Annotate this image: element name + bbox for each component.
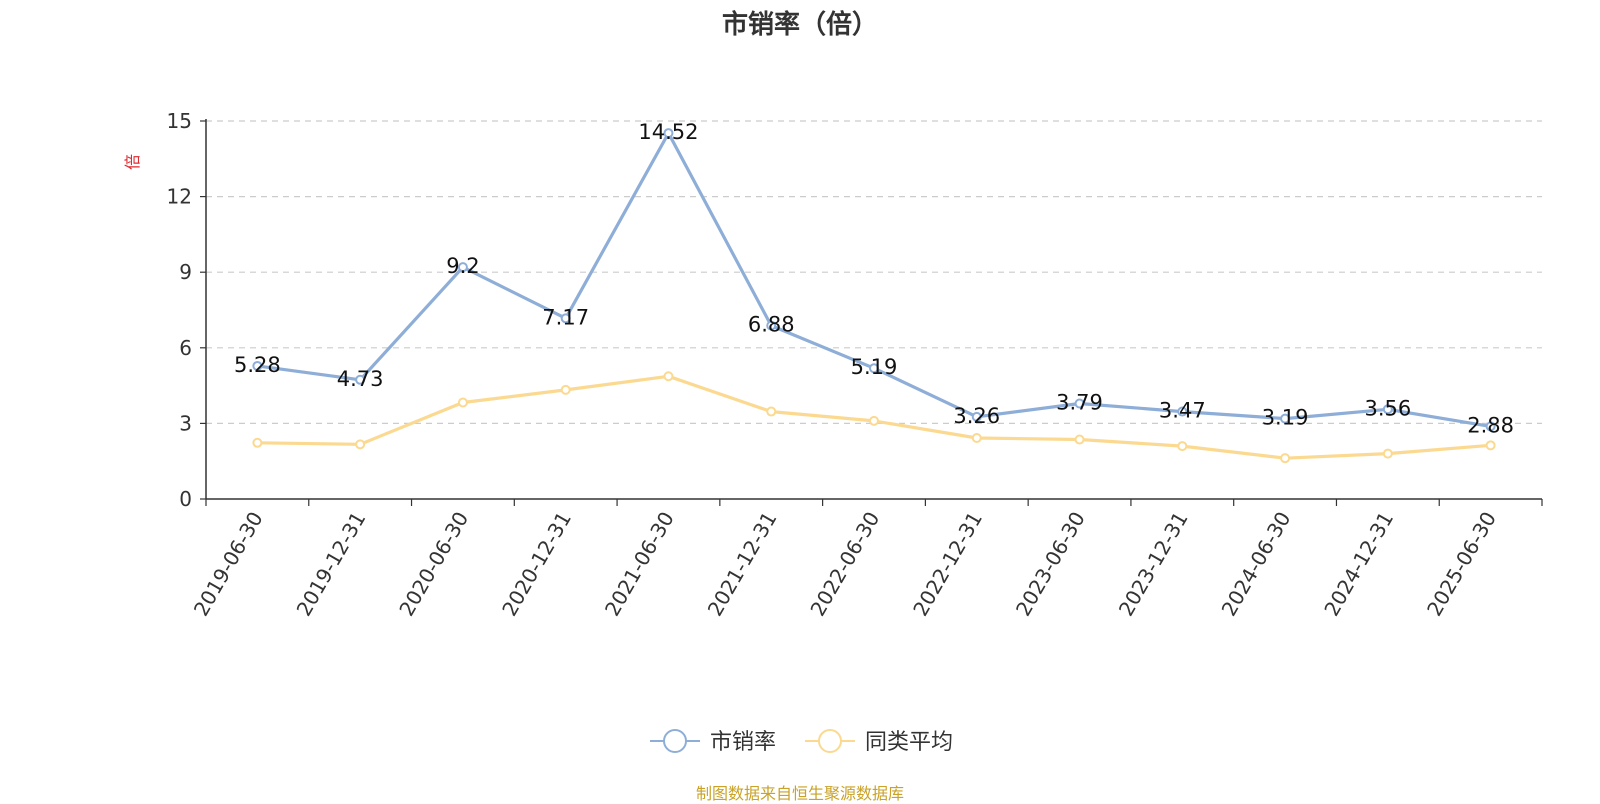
data-label: 14.52	[638, 120, 698, 144]
data-point-main[interactable]	[663, 128, 674, 139]
data-label: 3.79	[1056, 390, 1103, 414]
data-point-average[interactable]	[252, 437, 263, 448]
data-label: 3.56	[1364, 396, 1411, 420]
data-point-average[interactable]	[1177, 441, 1188, 452]
data-point-main[interactable]	[1382, 404, 1393, 415]
data-point-average[interactable]	[1074, 434, 1085, 445]
data-label: 7.17	[542, 305, 589, 329]
legend-swatch-marker	[663, 729, 687, 753]
y-tick-label: 0	[179, 487, 192, 511]
x-tick-label: 2022-12-31	[908, 508, 987, 621]
chart-title: 市销率（倍）	[721, 10, 878, 40]
data-label: 5.28	[234, 353, 281, 377]
data-label: 3.47	[1159, 399, 1206, 423]
data-point-main[interactable]	[971, 411, 982, 422]
data-label: 4.73	[337, 367, 384, 391]
x-tick-label: 2019-12-31	[292, 508, 371, 621]
data-point-average[interactable]	[663, 371, 674, 382]
x-tick-label: 2020-06-30	[394, 508, 473, 621]
y-tick-label: 15	[167, 109, 192, 133]
data-point-main[interactable]	[1280, 413, 1291, 424]
data-point-main[interactable]	[457, 262, 468, 273]
data-point-average[interactable]	[1485, 440, 1496, 451]
data-point-main[interactable]	[1177, 406, 1188, 417]
data-label: 3.19	[1262, 406, 1309, 430]
x-tick-label: 2019-06-30	[189, 508, 268, 621]
series-line-main	[255, 131, 1493, 428]
data-point-main[interactable]	[1485, 421, 1496, 432]
y-tick-label: 3	[179, 411, 192, 435]
data-point-main[interactable]	[355, 374, 366, 385]
data-label: 9.2	[446, 254, 479, 278]
data-label: 6.88	[748, 313, 795, 337]
x-tick-label: 2023-12-31	[1114, 508, 1193, 621]
data-point-main[interactable]	[252, 360, 263, 371]
data-label: 3.26	[953, 404, 1000, 428]
x-tick-label: 2025-06-30	[1422, 508, 1501, 621]
data-labels: 5.28 4.73 9.2 7.17 14.52 6.88 5.19 3.26 3.79 3.47…	[234, 120, 1514, 437]
data-point-main[interactable]	[560, 313, 571, 324]
data-point-main[interactable]	[869, 363, 879, 374]
data-point-average[interactable]	[869, 415, 879, 426]
legend-label: 同类平均	[865, 730, 953, 755]
x-tick-label: 2021-06-30	[600, 508, 679, 621]
data-point-average[interactable]	[766, 406, 777, 417]
data-point-average[interactable]	[1280, 453, 1291, 464]
x-tick-label: 2024-06-30	[1217, 508, 1296, 621]
legend-label: 市销率	[710, 730, 776, 755]
y-tick-label: 9	[179, 260, 192, 284]
grid-lines	[206, 120, 1542, 424]
data-point-main[interactable]	[766, 320, 777, 331]
data-point-average[interactable]	[971, 433, 982, 444]
legend[interactable]: 市销率 同类平均	[650, 729, 953, 755]
x-tick-label: 2024-12-31	[1319, 508, 1398, 621]
x-tick-label: 2022-06-30	[805, 508, 884, 621]
data-label: 5.19	[851, 355, 898, 379]
legend-item-average[interactable]: 同类平均	[805, 729, 953, 755]
legend-item-main[interactable]: 市销率	[650, 729, 776, 755]
y-tick-label: 12	[167, 185, 192, 209]
data-label: 2.88	[1467, 413, 1514, 437]
x-tick-label: 2021-12-31	[703, 508, 782, 621]
data-point-main[interactable]	[1074, 398, 1085, 409]
axes: 0 3 6 9 12 15 倍 2019-06-30 2019-12-31 2020-06-30 2…	[123, 109, 1543, 621]
series	[252, 128, 1496, 464]
data-point-average[interactable]	[355, 439, 366, 450]
legend-swatch-marker	[818, 729, 842, 753]
x-tick-label: 2023-06-30	[1011, 508, 1090, 621]
y-axis-unit-label: 倍	[123, 154, 142, 170]
data-point-average[interactable]	[560, 384, 571, 395]
y-tick-label: 6	[179, 336, 192, 360]
source-note: 制图数据来自恒生聚源数据库	[695, 784, 904, 803]
data-point-average[interactable]	[457, 397, 468, 408]
data-point-average[interactable]	[1382, 448, 1393, 459]
x-tick-label: 2020-12-31	[497, 508, 576, 621]
